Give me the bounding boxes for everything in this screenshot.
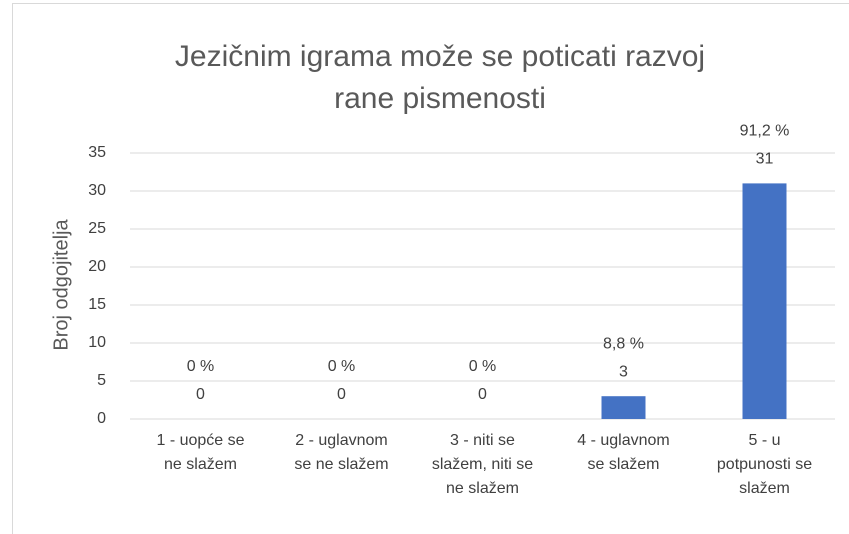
bar [742,183,787,419]
y-axis-label: Broj odgojitelja [50,219,72,351]
x-tick-label: 2 - uglavnom se ne slažem [294,432,388,473]
percentage-label: 0 % [328,358,356,375]
x-tick-label: 5 - u potpunosti se slažem [717,432,812,497]
chart-border [12,3,849,534]
x-tick-label: 4 - uglavnom se slažem [577,432,670,473]
bar [601,396,646,419]
percentage-label: 0 % [469,358,497,375]
value-label: 0 [478,386,487,403]
value-label: 31 [756,151,774,168]
value-label: 0 [196,386,205,403]
x-tick-label: 3 - niti se slažem, niti se ne slažem [432,432,533,497]
y-tick-label: 35 [88,144,106,161]
x-tick-label: 1 - uopće se ne slažem [156,432,244,473]
value-label: 3 [619,363,628,380]
percentage-label: 91,2 % [740,123,790,140]
y-tick-label: 30 [88,182,106,199]
y-tick-label: 0 [97,410,106,427]
value-label: 0 [337,386,346,403]
y-tick-label: 25 [88,220,106,237]
percentage-label: 0 % [187,358,215,375]
y-tick-label: 20 [88,258,106,275]
y-tick-label: 5 [97,372,106,389]
percentage-label: 8,8 % [603,335,644,352]
chart-title: Jezičnim igrama može se poticati razvoj r… [175,40,705,115]
y-tick-label: 15 [88,296,106,313]
y-tick-label: 10 [88,334,106,351]
